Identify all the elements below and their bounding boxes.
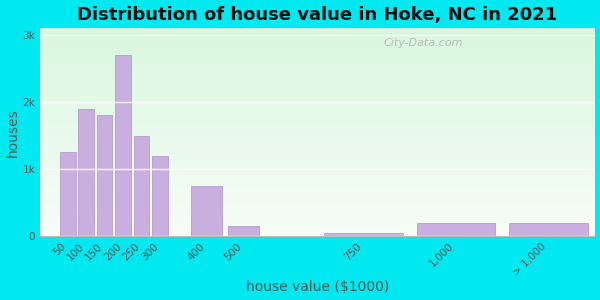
Bar	[227, 226, 259, 236]
Bar	[416, 223, 495, 236]
Bar	[78, 109, 94, 236]
Bar	[97, 115, 112, 236]
Title: Distribution of house value in Hoke, NC in 2021: Distribution of house value in Hoke, NC …	[77, 6, 557, 24]
X-axis label: house value ($1000): house value ($1000)	[245, 280, 389, 294]
Bar	[134, 136, 149, 236]
Y-axis label: houses: houses	[5, 108, 20, 157]
Bar	[115, 55, 131, 236]
Bar	[191, 186, 222, 236]
Text: City-Data.com: City-Data.com	[384, 38, 463, 48]
Bar	[324, 233, 403, 236]
Bar	[60, 152, 76, 236]
Bar	[152, 156, 168, 236]
Bar	[509, 223, 587, 236]
